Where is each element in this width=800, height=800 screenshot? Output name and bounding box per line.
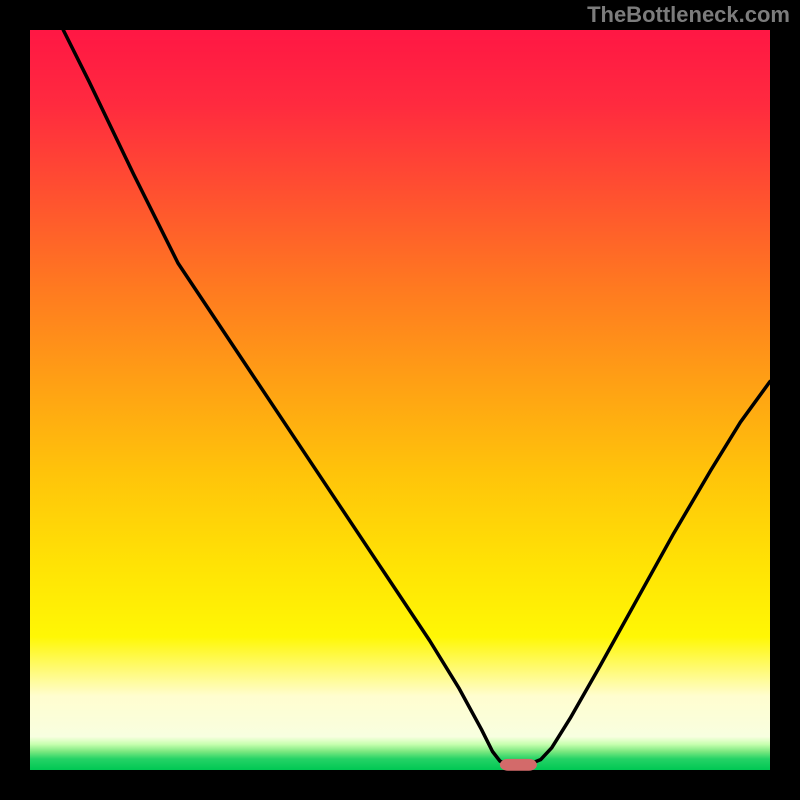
plot-area	[30, 30, 770, 770]
chart-frame: TheBottleneck.com	[0, 0, 800, 800]
watermark-text: TheBottleneck.com	[587, 2, 790, 28]
plot-svg	[30, 30, 770, 770]
valley-marker	[500, 759, 537, 771]
gradient-background	[30, 30, 770, 770]
